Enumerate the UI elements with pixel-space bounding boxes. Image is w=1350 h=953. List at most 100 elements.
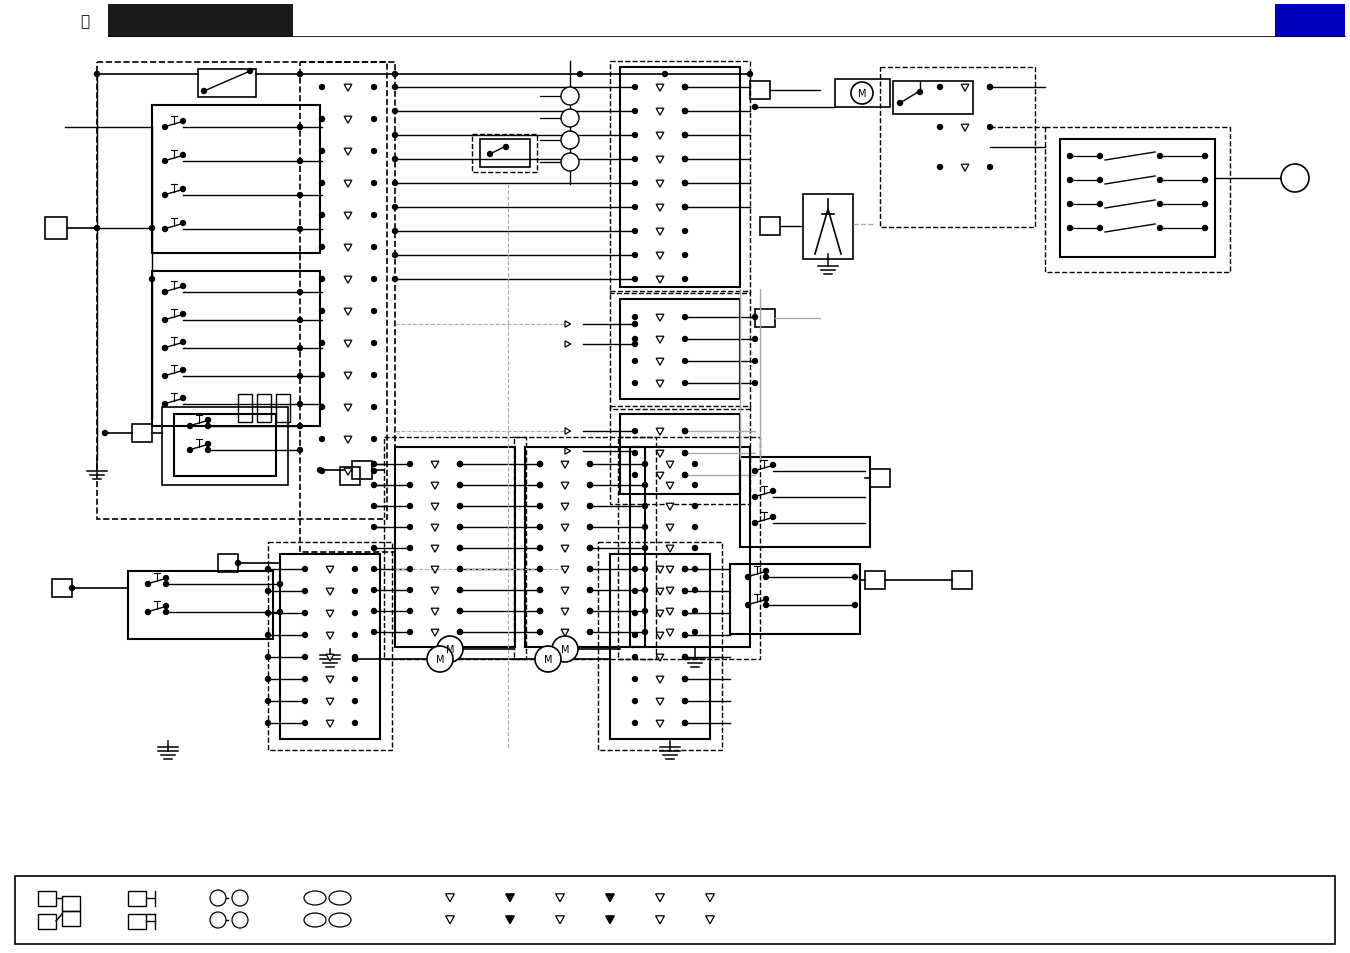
Bar [352, 461, 373, 479]
Polygon shape [562, 588, 568, 595]
Circle shape [683, 230, 687, 234]
Bar [880, 68, 1035, 228]
Circle shape [408, 630, 413, 635]
Circle shape [297, 193, 302, 198]
Circle shape [683, 589, 687, 594]
Polygon shape [656, 157, 664, 164]
Polygon shape [431, 461, 439, 469]
Circle shape [683, 655, 687, 659]
Circle shape [188, 424, 193, 429]
Circle shape [683, 181, 687, 186]
Circle shape [643, 630, 648, 635]
Circle shape [683, 720, 687, 726]
Polygon shape [656, 633, 664, 639]
Polygon shape [562, 630, 568, 637]
Circle shape [352, 657, 358, 661]
Circle shape [852, 603, 857, 608]
Circle shape [683, 473, 687, 478]
Polygon shape [961, 165, 969, 172]
Circle shape [633, 359, 637, 364]
Text: M: M [544, 655, 552, 664]
Circle shape [683, 429, 687, 434]
Circle shape [633, 337, 637, 342]
Circle shape [302, 677, 308, 681]
Polygon shape [656, 181, 664, 188]
Polygon shape [344, 469, 352, 476]
Circle shape [643, 504, 648, 509]
Polygon shape [327, 589, 333, 596]
Circle shape [320, 405, 324, 410]
Circle shape [352, 720, 358, 726]
Circle shape [537, 588, 543, 593]
Circle shape [458, 525, 463, 530]
Circle shape [150, 226, 154, 232]
Circle shape [371, 150, 377, 154]
Circle shape [371, 374, 377, 378]
Circle shape [771, 515, 775, 520]
Polygon shape [562, 482, 568, 490]
Circle shape [235, 561, 240, 566]
Polygon shape [562, 567, 568, 574]
Circle shape [163, 582, 169, 587]
Circle shape [371, 245, 377, 251]
Circle shape [683, 429, 687, 434]
Circle shape [162, 227, 167, 233]
Circle shape [352, 677, 358, 681]
Text: M: M [857, 89, 867, 99]
Circle shape [937, 86, 942, 91]
Circle shape [683, 677, 687, 681]
Bar [162, 408, 288, 485]
Polygon shape [961, 85, 969, 92]
Circle shape [162, 375, 167, 379]
Circle shape [578, 72, 582, 77]
Circle shape [458, 483, 463, 488]
Circle shape [371, 86, 377, 91]
Circle shape [162, 126, 167, 131]
Bar [300, 63, 396, 553]
Circle shape [320, 374, 324, 378]
Circle shape [764, 603, 768, 608]
Circle shape [693, 504, 698, 509]
Bar [610, 62, 751, 294]
Circle shape [211, 912, 225, 928]
Circle shape [587, 483, 593, 488]
Circle shape [587, 567, 593, 572]
Circle shape [393, 133, 397, 138]
Circle shape [146, 582, 150, 587]
Bar [751, 82, 769, 100]
Polygon shape [666, 546, 674, 553]
Circle shape [297, 424, 302, 429]
Circle shape [266, 633, 270, 638]
Bar [153, 272, 320, 427]
Circle shape [683, 720, 687, 726]
Circle shape [371, 309, 377, 314]
Circle shape [633, 451, 637, 456]
Polygon shape [344, 117, 352, 124]
Bar [269, 542, 392, 750]
Circle shape [266, 567, 270, 572]
Bar [1274, 5, 1345, 38]
Circle shape [587, 504, 593, 509]
Circle shape [371, 469, 377, 474]
Polygon shape [666, 525, 674, 532]
Polygon shape [327, 677, 333, 683]
Circle shape [302, 720, 308, 726]
Bar [1060, 140, 1215, 257]
Polygon shape [656, 451, 664, 457]
Circle shape [643, 609, 648, 614]
Circle shape [537, 588, 543, 593]
Circle shape [150, 277, 154, 282]
Bar [153, 106, 320, 253]
Circle shape [537, 462, 543, 467]
Circle shape [408, 483, 413, 488]
Circle shape [987, 126, 992, 131]
Circle shape [752, 495, 757, 500]
Circle shape [683, 157, 687, 162]
Circle shape [752, 337, 757, 342]
Polygon shape [431, 546, 439, 553]
Circle shape [683, 699, 687, 703]
Circle shape [683, 633, 687, 638]
Circle shape [437, 637, 463, 662]
Circle shape [587, 525, 593, 530]
Circle shape [393, 86, 397, 91]
